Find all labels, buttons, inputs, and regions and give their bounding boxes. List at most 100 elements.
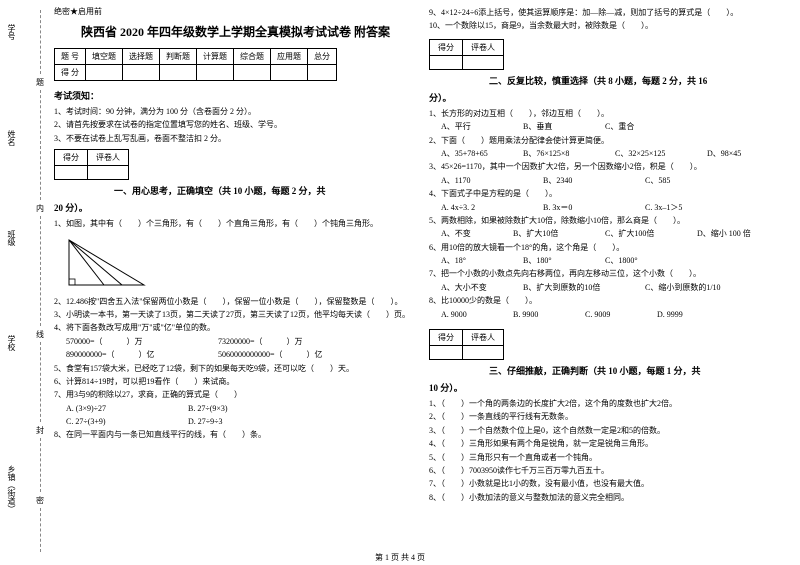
s3q2: 2、（ ）一条直线的平行线有无数条。 (429, 411, 792, 423)
s2q1a: A、平行 (441, 121, 521, 133)
s2q4a: A. 4x÷3. 2 (441, 202, 541, 214)
s2q3b: B、2340 (543, 175, 643, 187)
s2q5: 5、两数相除，如果被除数扩大10倍，除数缩小10倍，那么商是（ ）。 (429, 215, 792, 227)
s2q3opts: A、1170 B、2340 C、585 (441, 175, 792, 187)
s1q4d: 5060000000000=（ ）亿 (218, 350, 323, 359)
s1q4c: 890000000=（ ）亿 (66, 349, 216, 361)
s2q1c: C、重合 (605, 122, 634, 131)
s3q6: 6、（ ）7003950读作七千万三百万零九百五十。 (429, 465, 792, 477)
secret-line: 绝密★启用前 (54, 6, 417, 17)
notice-2: 2、请首先按要求在试卷的指定位置填写您的姓名、班级、学号。 (54, 119, 417, 131)
triangle-figure (64, 235, 417, 292)
seal-dash-1 (40, 10, 41, 74)
s2q7b: B、扩大到原数的10倍 (523, 282, 643, 294)
s2q8c: C. 9009 (585, 309, 655, 321)
gcell (430, 346, 463, 360)
seal-dash-2 (40, 90, 41, 200)
s2q8a: A. 9000 (441, 309, 511, 321)
s1q2: 2、12.486按"四舍五入法"保留两位小数是（ ），保留一位小数是（ ），保留… (54, 296, 417, 308)
s1q4row1: 570000=（ ）万 73200000=（ ）万 (66, 336, 417, 348)
grader-box-2: 得分评卷人 (429, 39, 504, 70)
s2q7a: A、大小不变 (441, 282, 521, 294)
score-value-row: 得 分 (55, 65, 337, 81)
s3q7: 7、（ ）小数就是比1小的数，没有最小值，也没有最大值。 (429, 478, 792, 490)
s3q8: 8、（ ）小数加法的意义与整数加法的意义完全相同。 (429, 492, 792, 504)
s1q10: 10、一个数除以15，商是9，当余数最大时，被除数是（ ）。 (429, 20, 792, 32)
notice-3: 3、不要在试卷上乱写乱画，卷面不整洁扣 2 分。 (54, 133, 417, 145)
score-header-row: 题 号 填空题 选择题 判断题 计算题 综合题 应用题 总分 (55, 49, 337, 65)
s2q5a: A、不变 (441, 228, 511, 240)
s2q5d: D、缩小 100 倍 (697, 229, 751, 238)
row-label: 得 分 (55, 65, 86, 81)
s2q2d: D、98×45 (707, 149, 741, 158)
s2q6b: B、180° (523, 255, 603, 267)
s2q5c: C、扩大100倍 (605, 228, 695, 240)
s1q9: 9、4×12÷24÷6添上括号，使其运算顺序是：加—除—减，则加了括号的算式是（… (429, 7, 792, 19)
th-5: 综合题 (234, 49, 271, 65)
s1q8: 8、在同一平面内与一条已知直线平行的线，有（ ）条。 (54, 429, 417, 441)
s1q7c: C. 27÷(3+9) (66, 416, 186, 428)
s1q7row2: C. 27÷(3+9) D. 27÷9÷3 (66, 416, 417, 428)
section2-cont: 分）。 (429, 91, 792, 104)
s2q1opts: A、平行 B、垂直 C、重合 (441, 121, 792, 133)
gc1b: 得分 (430, 39, 463, 55)
s2q7: 7、把一个小数的小数点先向右移两位，再向左移动三位，这个小数（ ）。 (429, 268, 792, 280)
s2q3: 3、45×26=1170，其中一个因数扩大2倍，另一个因数缩小2倍，积是（ ）。 (429, 161, 792, 173)
th-0: 题 号 (55, 49, 86, 65)
seal-char-ti: 题 (36, 76, 44, 89)
gcell (88, 166, 129, 180)
cell (197, 65, 234, 81)
content-area: 绝密★启用前 陕西省 2020 年四年级数学上学期全真模拟考试试卷 附答案 题 … (54, 6, 792, 550)
s2q4c: C. 3x–1＞5 (645, 203, 682, 212)
gcell (55, 166, 88, 180)
s2q2: 2、下面（ ）题用乘法分配律会使计算更简便。 (429, 135, 792, 147)
s3q3: 3、（ ）一个自然数个位上是0，这个自然数一定是2和5的倍数。 (429, 425, 792, 437)
s2q8: 8、比10000少的数是（ ）。 (429, 295, 792, 307)
gcell (463, 55, 504, 69)
side-label-banji: 班级 (6, 230, 17, 246)
s2q5opts: A、不变 B、扩大10倍 C、扩大100倍 D、缩小 100 倍 (441, 228, 792, 240)
gc2c: 评卷人 (463, 330, 504, 346)
s2q6c: C、1800° (605, 256, 638, 265)
seal-char-feng: 封 (36, 424, 44, 437)
s2q8b: B. 9900 (513, 309, 583, 321)
cell (308, 65, 337, 81)
seal-dash-5 (40, 438, 41, 492)
s2q2b: B、76×125×8 (523, 148, 613, 160)
s1q7b: B. 27÷(9×3) (188, 404, 228, 413)
side-label-xingming: 姓名 (6, 130, 17, 146)
grader-box-3: 得分评卷人 (429, 329, 504, 360)
s1q4a: 570000=（ ）万 (66, 336, 216, 348)
cell (160, 65, 197, 81)
s2q1: 1、长方形的对边互相（ ），邻边互相（ ）。 (429, 108, 792, 120)
s2q7opts: A、大小不变 B、扩大到原数的10倍 C、缩小到原数的1/10 (441, 282, 792, 294)
page-footer: 第 1 页 共 4 页 (0, 552, 800, 563)
s2q2opts: A、35+78+65 B、76×125×8 C、32×25×125 D、98×4… (441, 148, 792, 160)
gc2: 评卷人 (88, 150, 129, 166)
gcell (463, 346, 504, 360)
notice-heading: 考试须知： (54, 89, 417, 102)
s1q7row1: A. (3×9)÷27 B. 27÷(9×3) (66, 403, 417, 415)
s2q4: 4、下面式子中是方程的是（ ）。 (429, 188, 792, 200)
th-4: 计算题 (197, 49, 234, 65)
s1q7a: A. (3×9)÷27 (66, 403, 186, 415)
s3q4: 4、（ ）三角形如果有两个角是锐角，就一定是锐角三角形。 (429, 438, 792, 450)
binding-strip: 学号 姓名 班级 学校 乡镇（街道） 题 内 线 封 密 (0, 0, 48, 565)
s1q4b: 73200000=（ ）万 (218, 337, 303, 346)
notice-1: 1、考试时间：90 分钟，满分为 100 分（含卷面分 2 分）。 (54, 106, 417, 118)
score-table: 题 号 填空题 选择题 判断题 计算题 综合题 应用题 总分 得 分 (54, 48, 337, 81)
s1q7: 7、用3与9的积除以27，求商，正确的算式是（ ） (54, 389, 417, 401)
s1q5: 5、食堂有157袋大米，已经吃了12袋，剩下的如果每天吃9袋，还可以吃（ ）天。 (54, 363, 417, 375)
exam-title: 陕西省 2020 年四年级数学上学期全真模拟考试试卷 附答案 (54, 23, 417, 40)
cell (123, 65, 160, 81)
seal-char-nei: 内 (36, 202, 44, 215)
cell (234, 65, 271, 81)
seal-char-mi: 密 (36, 494, 44, 507)
cell (271, 65, 308, 81)
right-column: 9、4×12÷24÷6添上括号，使其运算顺序是：加—除—减，则加了括号的算式是（… (429, 6, 792, 550)
th-1: 填空题 (86, 49, 123, 65)
s3q5: 5、（ ）三角形只有一个直角或者一个钝角。 (429, 452, 792, 464)
gcell (430, 55, 463, 69)
s2q8d: D. 9999 (657, 310, 683, 319)
gc1c: 得分 (430, 330, 463, 346)
